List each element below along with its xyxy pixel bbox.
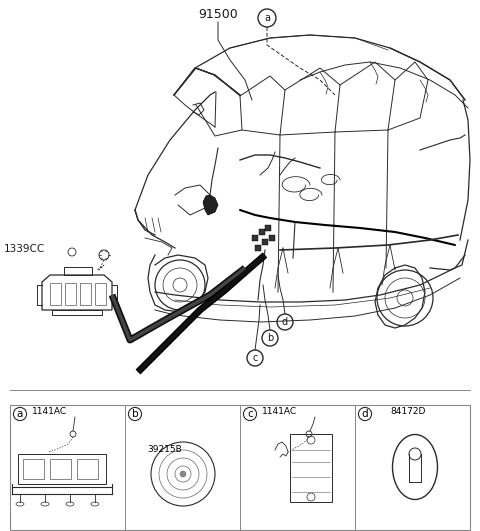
- Polygon shape: [203, 195, 218, 215]
- Bar: [65, 283, 76, 305]
- Bar: [50, 283, 61, 305]
- Text: d: d: [362, 409, 368, 419]
- Bar: [290, 434, 332, 502]
- Text: 91500: 91500: [198, 8, 238, 21]
- Bar: [50, 459, 71, 479]
- Text: b: b: [132, 409, 138, 419]
- Bar: [259, 229, 265, 235]
- Text: a: a: [17, 409, 23, 419]
- Circle shape: [180, 471, 186, 477]
- Bar: [252, 235, 258, 241]
- Text: d: d: [282, 317, 288, 327]
- Bar: [77, 459, 98, 479]
- Bar: [262, 239, 268, 245]
- Text: a: a: [264, 13, 270, 23]
- Bar: [95, 283, 106, 305]
- Bar: [255, 245, 261, 251]
- Bar: [18, 454, 106, 484]
- Bar: [269, 235, 275, 241]
- Text: b: b: [267, 333, 273, 343]
- Text: 1141AC: 1141AC: [262, 407, 297, 416]
- Bar: [64, 267, 92, 275]
- Bar: [265, 225, 271, 231]
- Text: 1141AC: 1141AC: [32, 407, 67, 416]
- Bar: [80, 283, 91, 305]
- Text: 1339CC: 1339CC: [4, 244, 45, 254]
- Bar: [23, 459, 44, 479]
- Text: 39215B: 39215B: [148, 445, 182, 454]
- Text: 84172D: 84172D: [390, 407, 425, 416]
- Text: c: c: [247, 409, 253, 419]
- Bar: [10, 405, 470, 530]
- Text: c: c: [252, 353, 258, 363]
